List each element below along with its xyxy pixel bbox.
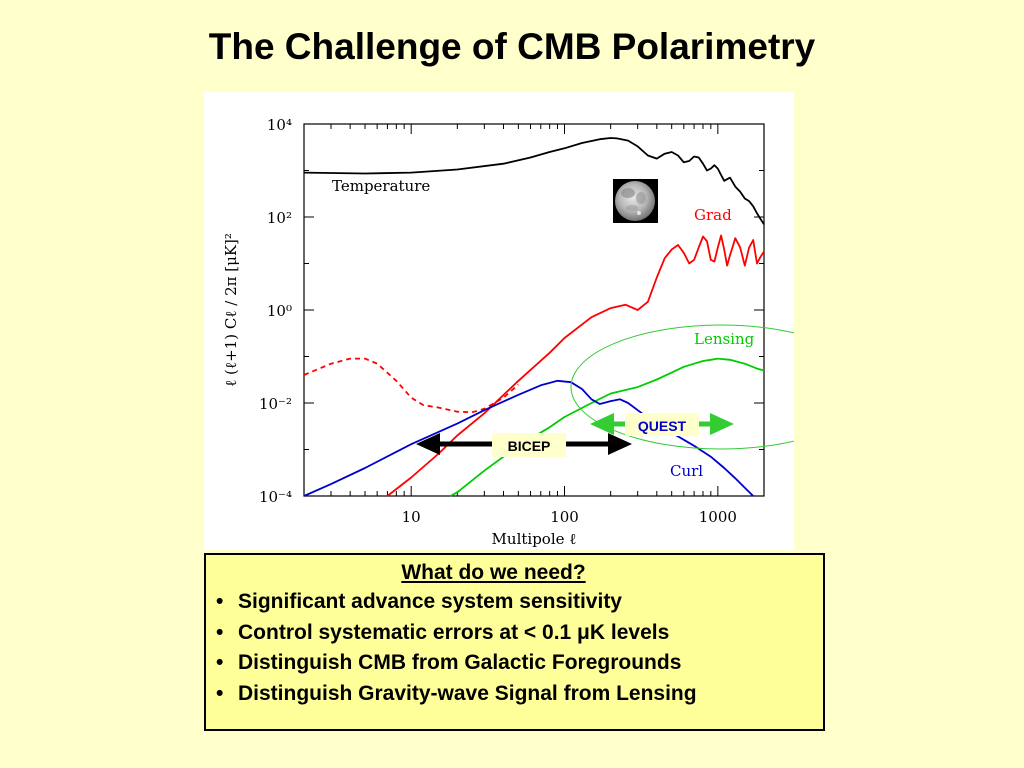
bullet-icon: • <box>216 590 224 613</box>
bicep-arrow: BICEP <box>416 433 632 457</box>
series-line-1 <box>386 234 765 497</box>
y-tick-label: 10⁰ <box>267 302 292 320</box>
axis-ticks: 10 100 1000 10⁻⁴ 10⁻² 10⁰ 10² 10⁴ <box>259 116 765 526</box>
series-layer <box>303 137 765 497</box>
bullet-icon: • <box>216 620 224 644</box>
series-line-0 <box>303 137 765 225</box>
x-axis-label: Multipole ℓ <box>492 530 577 548</box>
slide-title: The Challenge of CMB Polarimetry <box>208 26 816 67</box>
x-tick-label: 10 <box>402 508 421 526</box>
series-label-lensing: Lensing <box>694 330 755 348</box>
bullet-icon: • <box>216 681 224 705</box>
x-tick-label: 100 <box>550 508 579 526</box>
series-label-temperature: Temperature <box>332 177 430 195</box>
quest-ellipse <box>570 324 794 450</box>
bicep-label: BICEP <box>508 438 551 454</box>
bullet-icon: • <box>216 651 224 674</box>
needs-item: • Significant advance system sensitivity <box>216 587 697 618</box>
labels-layer: Temperature Grad Lensing Curl <box>332 177 755 480</box>
series-line-2 <box>303 357 519 414</box>
needs-box: What do we need? • Significant advance sy… <box>204 553 825 731</box>
moon-photo-icon <box>613 179 658 223</box>
quest-label: QUEST <box>638 418 687 434</box>
needs-list: • Significant advance system sensitivity … <box>216 587 697 709</box>
needs-heading: What do we need? <box>401 561 586 584</box>
needs-item: • Control systematic errors at < 0.1 μK l… <box>216 618 697 649</box>
x-tick-label: 1000 <box>699 508 737 526</box>
chart-svg: 10 100 1000 10⁻⁴ 10⁻² 10⁰ 10² 10⁴ Temperature Gr… <box>222 116 794 548</box>
cmb-spectrum-chart: 10 100 1000 10⁻⁴ 10⁻² 10⁰ 10² 10⁴ Temperature Gr… <box>204 92 794 550</box>
y-tick-label: 10⁻⁴ <box>259 488 292 506</box>
series-label-curl: Curl <box>670 462 703 480</box>
y-axis-label: ℓ (ℓ+1) Cℓ / 2π [μK]² <box>222 233 240 387</box>
y-tick-label: 10² <box>267 209 292 227</box>
series-label-grad: Grad <box>694 206 732 224</box>
y-tick-label: 10⁻² <box>259 395 292 413</box>
y-tick-label: 10⁴ <box>267 116 292 134</box>
quest-arrow: QUEST <box>590 413 734 436</box>
needs-item: • Distinguish Gravity-wave Signal from Le… <box>216 679 697 710</box>
series-line-4 <box>303 379 754 497</box>
needs-item: • Distinguish CMB from Galactic Foregroun… <box>216 648 697 679</box>
